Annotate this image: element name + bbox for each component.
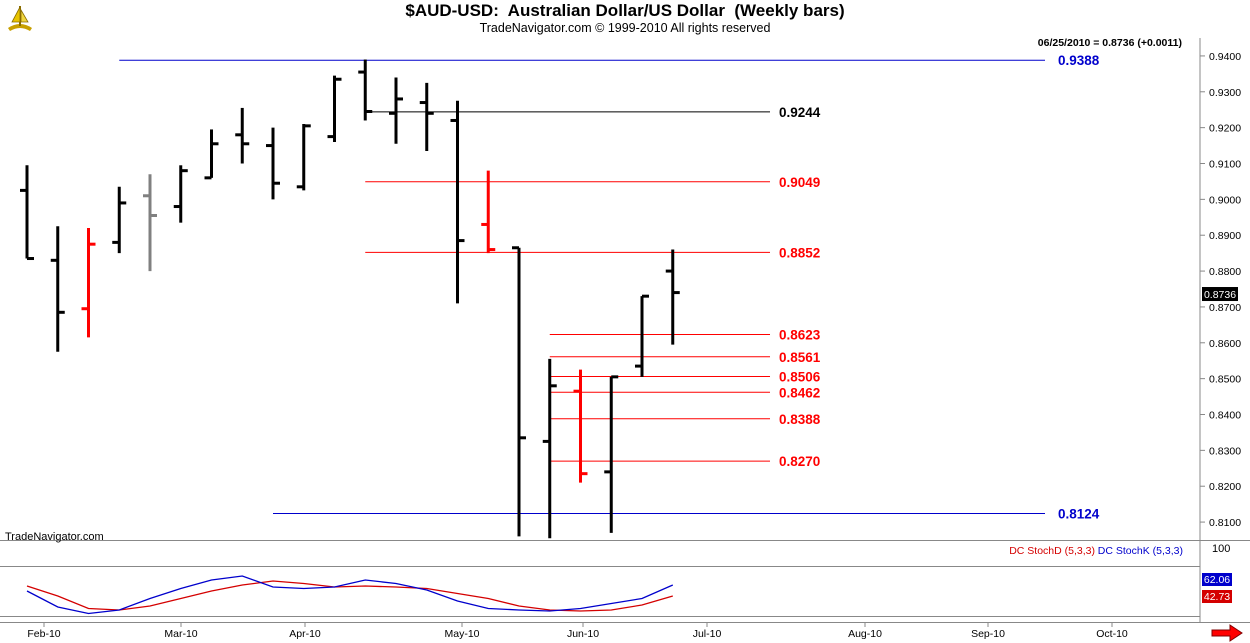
stoch-k-legend: DC StochK (5,3,3): [1098, 545, 1183, 557]
chart-subtitle: TradeNavigator.com © 1999-2010 All right…: [479, 21, 771, 35]
price-tick-label: 0.9000: [1209, 194, 1241, 206]
ohlc-bar: [573, 369, 588, 483]
ohlc-bar: [389, 77, 403, 144]
ohlc-bar: [604, 375, 619, 533]
price-level-label: 0.8270: [779, 454, 820, 469]
price-level-label: 0.8506: [779, 369, 821, 384]
ohlc-bar: [81, 228, 96, 338]
ohlc-bar: [358, 59, 373, 121]
trade-navigator-logo-icon: [8, 6, 32, 31]
price-tick-label: 0.8900: [1209, 230, 1241, 242]
price-tick-label: 0.8600: [1209, 338, 1241, 350]
price-tick-label: 0.9100: [1209, 159, 1241, 171]
ohlc-bar: [173, 165, 188, 223]
price-tick-label: 0.9400: [1209, 51, 1241, 63]
ohlc-bar: [50, 226, 65, 352]
stoch-k-last-marker: [1202, 573, 1232, 586]
price-level-label: 0.8623: [779, 328, 821, 343]
stoch-d-last-marker: [1202, 590, 1232, 603]
stochastic-series-line: [26, 580, 673, 612]
date-axis-ticks: Feb-10 Mar-10 Apr-10 May-10 Jun-10 Jul-10 Aug-…: [27, 622, 1128, 640]
chart-title: $AUD-USD: Australian Dollar/US Dollar (W…: [405, 1, 845, 20]
price-bars: [20, 59, 680, 539]
price-level-label: 0.8124: [1058, 506, 1100, 521]
stochastic-series-line: [26, 575, 674, 615]
stoch-d-legend: DC StochD (5,3,3): [1009, 545, 1095, 557]
price-tick-label: 0.8100: [1209, 517, 1241, 529]
watermark-text: TradeNavigator.com: [5, 531, 104, 543]
price-axis-ticks: 0.8100 0.8200 0.8300 0.8400 0.8500 0.8600 0.87…: [1200, 51, 1241, 529]
date-tick-label: Feb-10: [27, 628, 60, 640]
price-tick-label: 0.9300: [1209, 87, 1241, 99]
price-levels: 0.9388 0.9244 0.9049 0.8852 0.8623 0.8561 0.85…: [119, 53, 1100, 521]
price-tick-label: 0.8500: [1209, 374, 1241, 386]
stochastic-top-label: 100: [1212, 543, 1230, 555]
date-tick-label: Sep-10: [971, 628, 1005, 640]
price-level-label: 0.8462: [779, 385, 820, 400]
ohlc-bar: [481, 170, 496, 254]
price-level-label: 0.9049: [779, 175, 820, 190]
stoch-d-last-label: 42.73: [1204, 591, 1230, 603]
price-level-label: 0.8561: [779, 350, 821, 365]
date-tick-label: Jul-10: [693, 628, 722, 640]
ohlc-bar: [143, 174, 157, 272]
ohlc-bar: [204, 129, 219, 180]
ohlc-bar: [512, 246, 526, 537]
ohlc-bar: [450, 100, 465, 304]
ohlc-bar: [542, 358, 557, 539]
stoch-k-last-label: 62.06: [1204, 574, 1230, 586]
date-axis: Feb-10 Mar-10 Apr-10 May-10 Jun-10 Jul-10 Aug-…: [0, 622, 1250, 640]
last-quote-readout: 06/25/2010 = 0.8736 (+0.0011): [1038, 37, 1182, 49]
price-tick-label: 0.8200: [1209, 481, 1241, 493]
price-level-label: 0.8388: [779, 412, 821, 427]
date-tick-label: Apr-10: [289, 628, 321, 640]
ohlc-bar: [296, 124, 311, 191]
chart-header: $AUD-USD: Australian Dollar/US Dollar (W…: [0, 0, 1250, 38]
price-tick-label: 0.8400: [1209, 410, 1241, 422]
date-tick-label: May-10: [444, 628, 479, 640]
price-tick-label: 0.8300: [1209, 445, 1241, 457]
date-tick-label: Aug-10: [848, 628, 882, 640]
price-level-label: 0.9388: [1058, 53, 1100, 68]
date-tick-label: Mar-10: [164, 628, 197, 640]
price-panel: 0.9388 0.9244 0.9049 0.8852 0.8623 0.8561 0.85…: [0, 37, 1250, 543]
current-price-marker: [1202, 287, 1238, 302]
ohlc-bar: [266, 127, 280, 200]
price-level-label: 0.9244: [779, 105, 821, 120]
ohlc-bar: [665, 249, 680, 345]
ohlc-bar: [635, 294, 649, 377]
ohlc-bar: [112, 186, 127, 254]
stochastic-panel: 100 DC StochD (5,3,3) DC StochK (5,3,3) …: [0, 541, 1232, 622]
date-tick-label: Jun-10: [567, 628, 599, 640]
price-level-label: 0.8852: [779, 245, 820, 260]
price-tick-label: 0.9200: [1209, 123, 1241, 135]
current-price-label: 0.8736: [1204, 289, 1236, 301]
scroll-right-arrow-icon[interactable]: [1210, 624, 1244, 642]
date-tick-label: Oct-10: [1096, 628, 1128, 640]
ohlc-bar: [235, 107, 250, 164]
stochastic-lines: [26, 575, 674, 615]
ohlc-bar: [419, 82, 434, 151]
ohlc-bar: [327, 75, 342, 142]
price-tick-label: 0.8700: [1209, 302, 1241, 314]
price-tick-label: 0.8800: [1209, 266, 1241, 278]
ohlc-bar: [20, 165, 34, 261]
